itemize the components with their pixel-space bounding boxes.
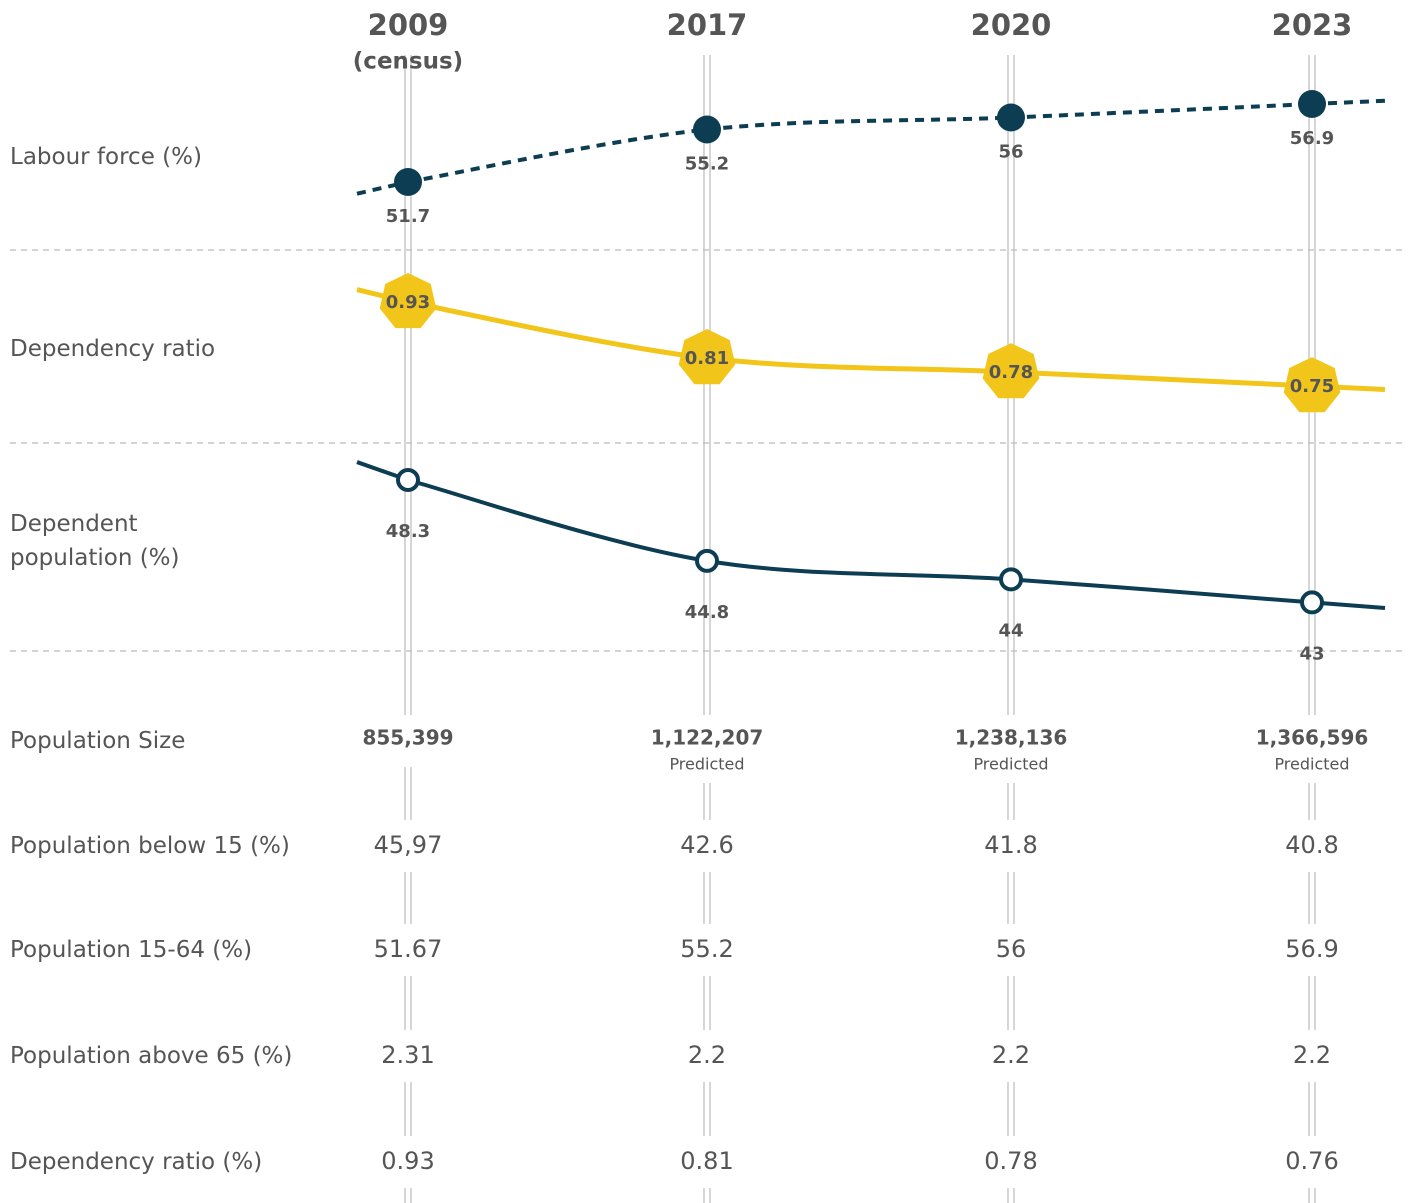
point	[693, 115, 721, 144]
cell-value: 40.8	[1285, 831, 1338, 859]
data-label: 51.7	[386, 206, 430, 227]
column-note: (census)	[353, 49, 463, 75]
cell-background	[941, 1030, 1081, 1082]
row-label: Dependency ratio (%)	[10, 1149, 263, 1175]
point	[695, 548, 719, 573]
data-label: 44	[998, 620, 1023, 641]
cell-background	[1242, 820, 1382, 872]
data-label: 43	[1299, 643, 1324, 664]
point	[394, 168, 422, 196]
point	[396, 468, 420, 492]
cell-value: 0.76	[1285, 1147, 1338, 1175]
point	[1283, 357, 1341, 413]
line	[407, 102, 1313, 184]
cell-background	[338, 715, 478, 767]
line	[407, 299, 1313, 389]
cell-background	[338, 924, 478, 976]
cell-background	[338, 1136, 478, 1188]
cell-value: 0.78	[984, 1147, 1037, 1175]
point	[1300, 590, 1324, 615]
cell-background	[637, 1136, 777, 1188]
cell-background	[637, 820, 777, 872]
line-extension	[1311, 600, 1386, 611]
cell-value: 855,399	[362, 726, 453, 750]
cell-value: 0.81	[680, 1147, 733, 1175]
cell-value: 1,366,596	[1256, 726, 1369, 750]
column-year: 2023	[1272, 8, 1353, 42]
cell-background	[637, 715, 777, 783]
line-extension	[1311, 98, 1386, 106]
column-year: 2017	[667, 8, 748, 42]
cell-background	[637, 1030, 777, 1082]
cell-value: 2.2	[688, 1041, 726, 1069]
data-label: 48.3	[386, 521, 430, 542]
point	[678, 329, 736, 385]
cell-value: 45,97	[374, 831, 443, 859]
cell-background	[1242, 715, 1382, 783]
cell-value: 1,122,207	[651, 726, 764, 750]
cell-value: 42.6	[680, 831, 733, 859]
row-label: Population 15-64 (%)	[10, 937, 253, 963]
cell-value: 56	[996, 935, 1027, 963]
data-label: 56.9	[1290, 128, 1334, 149]
row-label: Dependency ratio	[10, 336, 216, 362]
cell-value: 0.93	[381, 1147, 434, 1175]
cell-background	[338, 820, 478, 872]
point	[997, 103, 1025, 132]
point	[982, 343, 1040, 399]
cell-note: Predicted	[973, 755, 1048, 774]
cell-background	[1242, 1136, 1382, 1188]
cell-note: Predicted	[1274, 755, 1349, 774]
cell-value: 51.67	[374, 935, 443, 963]
cell-value: 56.9	[1285, 935, 1338, 963]
data-label: 0.78	[989, 362, 1033, 383]
data-label: 0.81	[685, 348, 729, 369]
column-year: 2009	[368, 8, 449, 42]
row-label: Population below 15 (%)	[10, 833, 290, 859]
data-label: 55.2	[685, 154, 729, 175]
line-extension	[356, 180, 409, 196]
data-label: 0.93	[386, 292, 430, 313]
data-label: 44.8	[685, 602, 729, 623]
data-label: 0.75	[1290, 376, 1334, 397]
line	[407, 478, 1313, 605]
row-label: Population Size	[10, 728, 186, 754]
column-year: 2020	[971, 8, 1052, 42]
cell-background	[941, 715, 1081, 783]
cell-value: 2.31	[381, 1041, 434, 1069]
cell-background	[1242, 1030, 1382, 1082]
cell-background	[338, 1030, 478, 1082]
cell-value: 55.2	[680, 935, 733, 963]
cell-background	[1242, 924, 1382, 976]
data-label: 56	[998, 142, 1023, 163]
cell-value: 41.8	[984, 831, 1037, 859]
point	[999, 567, 1023, 592]
row-label: Labour force (%)	[10, 144, 202, 170]
cell-value: 2.2	[1293, 1041, 1331, 1069]
row-label: Population above 65 (%)	[10, 1043, 293, 1069]
cell-background	[941, 1136, 1081, 1188]
point	[1298, 90, 1326, 118]
row-label: Dependent population (%)	[10, 511, 180, 571]
cell-note: Predicted	[669, 755, 744, 774]
cell-background	[637, 924, 777, 976]
cell-background	[941, 820, 1081, 872]
cell-background	[941, 924, 1081, 976]
cell-value: 2.2	[992, 1041, 1030, 1069]
point	[379, 273, 437, 329]
cell-value: 1,238,136	[955, 726, 1068, 750]
